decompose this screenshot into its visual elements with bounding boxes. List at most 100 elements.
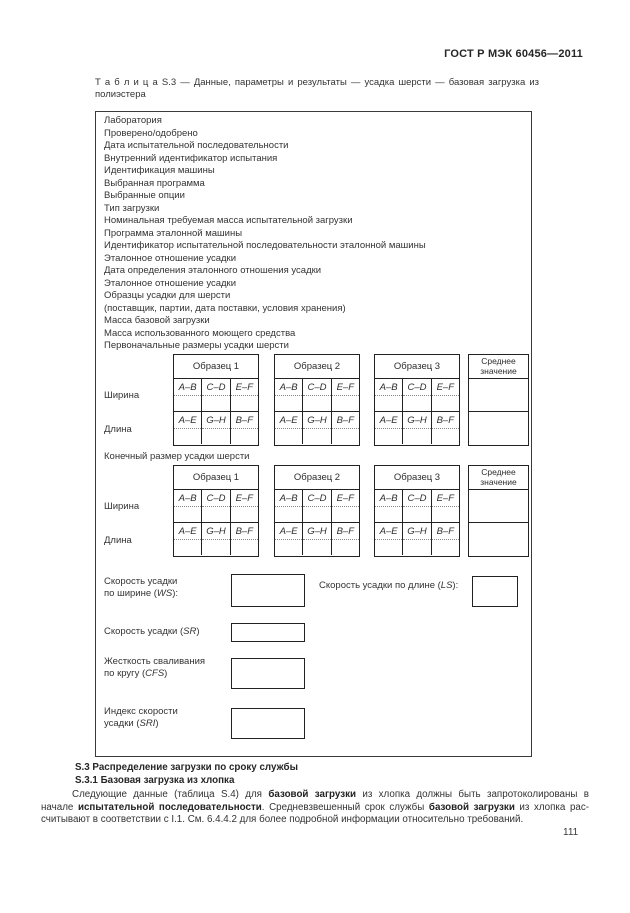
mean-value-column: Среднее значение (468, 465, 529, 557)
measure-cell: A–B (375, 490, 404, 522)
length-measure-row: A–E G–H B–F (174, 411, 258, 445)
sample-1-header: Образец 1 (174, 355, 258, 379)
measure-cell: A–B (174, 379, 203, 411)
table-caption-line2: полиэстера (95, 89, 146, 100)
form-row: Проверено/одобрено (104, 127, 198, 139)
form-row: Лаборатория (104, 115, 162, 126)
sample-1-table: Образец 1 A–B C–D E–F A–E G–H B–F (173, 354, 259, 446)
sample-2-table: Образец 2 A–B C–D E–F A–E G–H B–F (274, 354, 360, 446)
measure-cell-label: G–H (202, 524, 230, 540)
mean-length-cell (469, 523, 528, 556)
measure-cell-label: A–E (375, 524, 403, 540)
measure-cell: B–F (431, 412, 459, 445)
mean-value-header: Среднее значение (469, 355, 528, 379)
form-row: Выбранные опции (104, 190, 185, 201)
mean-value-column: Среднее значение (468, 354, 529, 446)
measure-cell: G–H (403, 411, 432, 444)
form-row: Тип загрузки (104, 202, 160, 214)
measure-cell-label: B–F (331, 413, 359, 429)
measure-cell-label: E–F (331, 380, 359, 396)
measure-cell-label: A–B (275, 491, 303, 507)
final-dimensions-grid: Ширина Длина Образец 1 A–B C–D E–F A–E G… (96, 465, 533, 557)
measure-cell: B–F (331, 412, 359, 445)
mean-header-line2: значение (480, 476, 517, 487)
measure-cell: A–B (275, 379, 304, 411)
measure-cell-label: G–H (303, 413, 331, 429)
form-row: Эталонное отношение усадки (104, 277, 237, 289)
initial-dimensions-grid: Ширина Длина Образец 1 A–B C–D E–F A–E G… (96, 354, 533, 446)
field-box-ws (231, 574, 305, 607)
measure-cell: A–E (275, 411, 304, 444)
mean-header-line1: Среднее (481, 356, 516, 366)
width-measure-row: A–B C–D E–F (375, 379, 459, 412)
measure-cell: G–H (303, 411, 332, 444)
measure-cell-label: B–F (230, 524, 258, 540)
section-heading-s31: S.3.1 Базовая загрузка из хлопка (75, 775, 235, 786)
sample-3-table: Образец 3 A–B C–D E–F A–E G–H B–F (374, 465, 460, 557)
row-label-width: Ширина (104, 501, 140, 512)
sample-2-header: Образец 2 (275, 466, 359, 490)
form-row: Образцы усадки для шерсти (104, 290, 231, 301)
measure-cell: G–H (303, 522, 332, 555)
measure-cell-label: C–D (202, 491, 230, 507)
measure-cell-label: A–E (174, 524, 202, 540)
paragraph-line: начале испытательной последовательности.… (41, 801, 589, 813)
width-measure-row: A–B C–D E–F (275, 490, 359, 523)
final-dimensions-title: Конечный размер усадки шерсти (104, 451, 250, 462)
measure-cell: A–B (275, 490, 304, 522)
measure-cell-label: E–F (431, 380, 459, 396)
sample-3-table: Образец 3 A–B C–D E–F A–E G–H B–F (374, 354, 460, 446)
measure-cell-label: A–E (275, 524, 303, 540)
measure-cell: E–F (230, 490, 258, 522)
form-row: (поставщик, партии, дата поставки, услов… (104, 302, 346, 314)
measure-cell-label: E–F (431, 491, 459, 507)
measure-cell-label: E–F (230, 380, 258, 396)
measure-cell: A–E (275, 522, 304, 555)
measure-cell-label: C–D (303, 380, 331, 396)
measure-cell-label: C–D (202, 380, 230, 396)
measure-cell-label: A–E (174, 413, 202, 429)
measure-cell-label: B–F (431, 413, 459, 429)
form-row: Выбранная программа (104, 177, 205, 189)
mean-value-header: Среднее значение (469, 466, 528, 490)
measure-cell: C–D (403, 490, 432, 522)
field-label-sri: Индекс скорости усадки (SRI) (104, 706, 178, 729)
measure-cell: C–D (202, 490, 231, 522)
mean-width-cell (469, 490, 528, 523)
measure-cell: A–E (174, 522, 203, 555)
sample-2-header: Образец 2 (275, 355, 359, 379)
measure-cell-label: C–D (303, 491, 331, 507)
length-measure-row: A–E G–H B–F (375, 411, 459, 445)
sample-1-header: Образец 1 (174, 466, 258, 490)
measure-cell-label: E–F (331, 491, 359, 507)
field-label-cfs: Жесткость сваливания по кругу (CFS) (104, 656, 206, 679)
measure-cell: C–D (303, 490, 332, 522)
measure-cell: C–D (202, 379, 231, 411)
measure-cell-label: A–E (375, 413, 403, 429)
measure-cell: B–F (230, 412, 258, 445)
form-row: Масса базовой загрузки (104, 315, 210, 326)
mean-length-cell (469, 412, 528, 445)
form-rows: Лаборатория Проверено/одобрено Дата испы… (104, 115, 527, 353)
measure-cell-label: A–B (375, 491, 403, 507)
measure-cell-label: G–H (202, 413, 230, 429)
measure-cell-label: C–D (403, 380, 431, 396)
measure-cell-label: B–F (431, 524, 459, 540)
length-measure-row: A–E G–H B–F (375, 522, 459, 556)
field-label-sr: Скорость усадки (SR) (104, 626, 200, 637)
paragraph-line: Следующие данные (таблица S.4) для базов… (72, 789, 589, 800)
measure-cell-label: B–F (331, 524, 359, 540)
measure-cell-label: G–H (303, 524, 331, 540)
row-label-length: Длина (104, 424, 132, 435)
measure-cell: A–E (375, 522, 404, 555)
measure-cell: G–H (403, 522, 432, 555)
measure-cell-label: A–B (375, 380, 403, 396)
measure-cell: A–B (375, 379, 404, 411)
measure-cell: E–F (331, 490, 359, 522)
form-row: Дата определения эталонного отношения ус… (104, 265, 322, 276)
measure-cell: E–F (431, 379, 459, 411)
measure-cell-label: A–B (174, 491, 202, 507)
measure-cell: B–F (431, 523, 459, 556)
measure-cell-label: A–B (174, 380, 202, 396)
form-row: Идентификатор испытательной последовател… (104, 240, 426, 251)
